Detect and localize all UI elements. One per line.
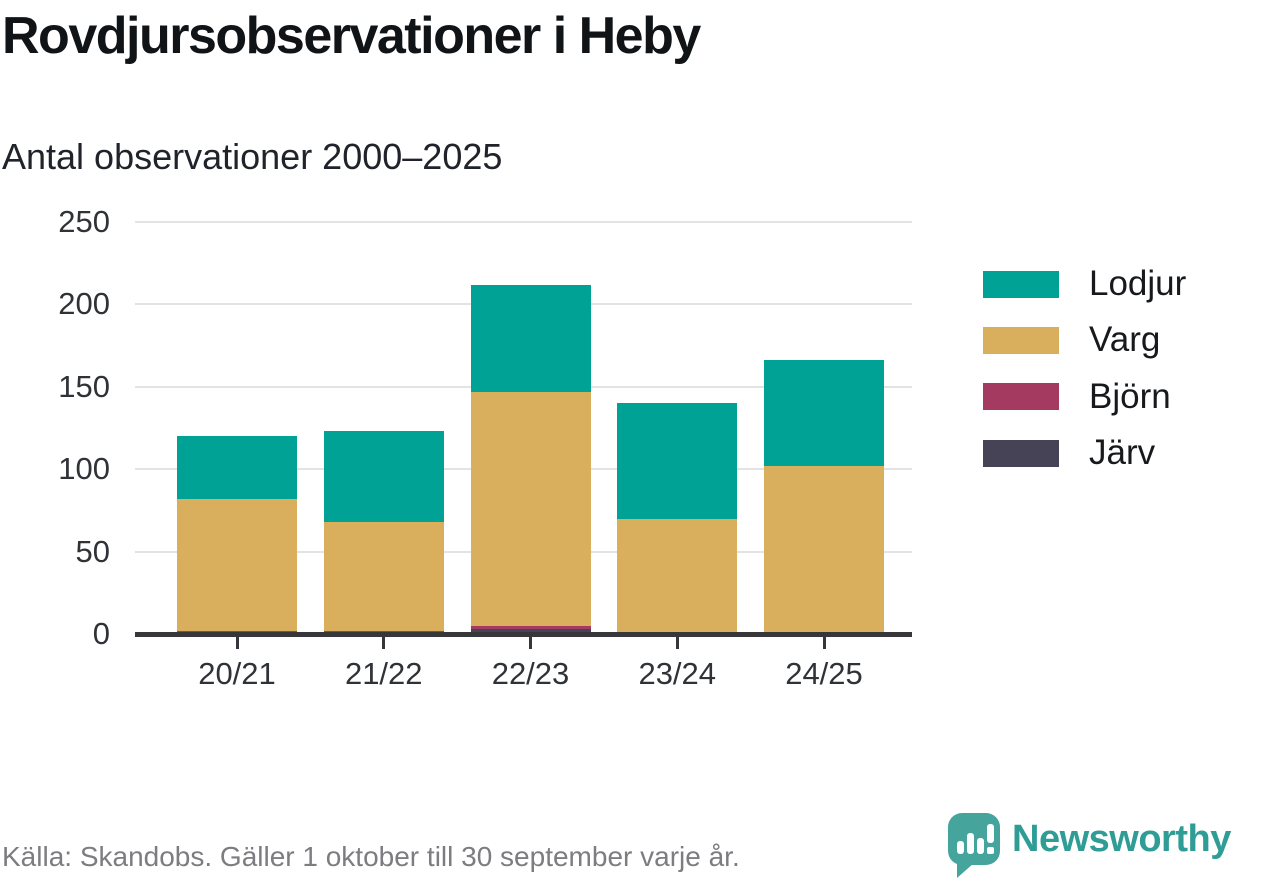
legend-swatch-lodjur — [983, 270, 1059, 298]
x-axis-tick-label: 23/24 — [638, 656, 717, 691]
logo-bar-icon — [977, 838, 984, 854]
bar-segment-lodjur-20/21 — [177, 436, 297, 499]
brand-name: Newsworthy — [1012, 818, 1231, 860]
source-note: Källa: Skandobs. Gäller 1 oktober till 3… — [2, 841, 740, 872]
legend-label: Järv — [1089, 433, 1156, 473]
y-axis-tick-label: 50 — [75, 533, 110, 569]
legend-item-björn: Björn — [983, 377, 1171, 417]
chart-subtitle: Antal observationer 2000–2025 — [2, 136, 503, 177]
legend-item-järv: Järv — [983, 433, 1155, 473]
legend-label: Lodjur — [1089, 264, 1187, 303]
chart-title: Rovdjursobservationer i Heby — [2, 7, 701, 65]
logo-exclamation-dot-icon — [987, 847, 994, 854]
x-axis-tick — [235, 636, 239, 649]
legend-label: Varg — [1089, 320, 1161, 360]
logo-bar-icon — [967, 833, 974, 854]
bar-segment-björn-22/23 — [470, 625, 591, 630]
y-axis-tick-label: 100 — [58, 451, 110, 487]
y-axis-tick-label: 150 — [58, 368, 110, 404]
x-axis-tick — [382, 636, 386, 649]
legend-item-varg: Varg — [983, 320, 1160, 360]
legend-swatch-varg — [983, 326, 1059, 354]
x-axis-tick — [675, 636, 679, 649]
newsworthy-bubble-chart-icon — [948, 813, 1000, 878]
y-axis-tick-label: 200 — [58, 286, 110, 322]
speech-bubble-tail — [957, 863, 974, 878]
legend-swatch-järv — [983, 439, 1059, 467]
legend-label: Björn — [1089, 376, 1171, 416]
bar-segment-varg-21/22 — [323, 521, 444, 631]
y-axis-tick-label: 250 — [58, 204, 110, 239]
x-axis-tick-label: 21/22 — [344, 656, 423, 691]
bar-segment-varg-24/25 — [764, 465, 884, 634]
x-axis-tick-label: 24/25 — [785, 656, 863, 691]
newsworthy-logo[interactable]: Newsworthy — [948, 813, 1231, 878]
bar-segment-varg-20/21 — [177, 498, 297, 631]
legend-swatch-björn — [983, 383, 1059, 411]
x-axis-tick — [529, 636, 532, 649]
bar-segment-varg-22/23 — [470, 391, 591, 626]
bar-segment-varg-23/24 — [617, 518, 738, 634]
bar-segment-lodjur-21/22 — [323, 431, 444, 522]
y-axis-tick-label: 0 — [92, 616, 110, 651]
bar-segment-lodjur-22/23 — [470, 284, 591, 392]
gridline — [135, 221, 912, 223]
bar-segment-lodjur-24/25 — [764, 360, 884, 466]
legend-item-lodjur: Lodjur — [983, 264, 1186, 304]
bar-segment-lodjur-23/24 — [617, 403, 738, 519]
logo-bar-icon — [957, 841, 964, 854]
x-axis-line — [135, 631, 912, 637]
x-axis-tick-label: 20/21 — [198, 656, 276, 691]
x-axis-tick-label: 22/23 — [491, 656, 570, 691]
x-axis-tick — [822, 636, 826, 649]
logo-exclamation-icon — [987, 824, 994, 843]
